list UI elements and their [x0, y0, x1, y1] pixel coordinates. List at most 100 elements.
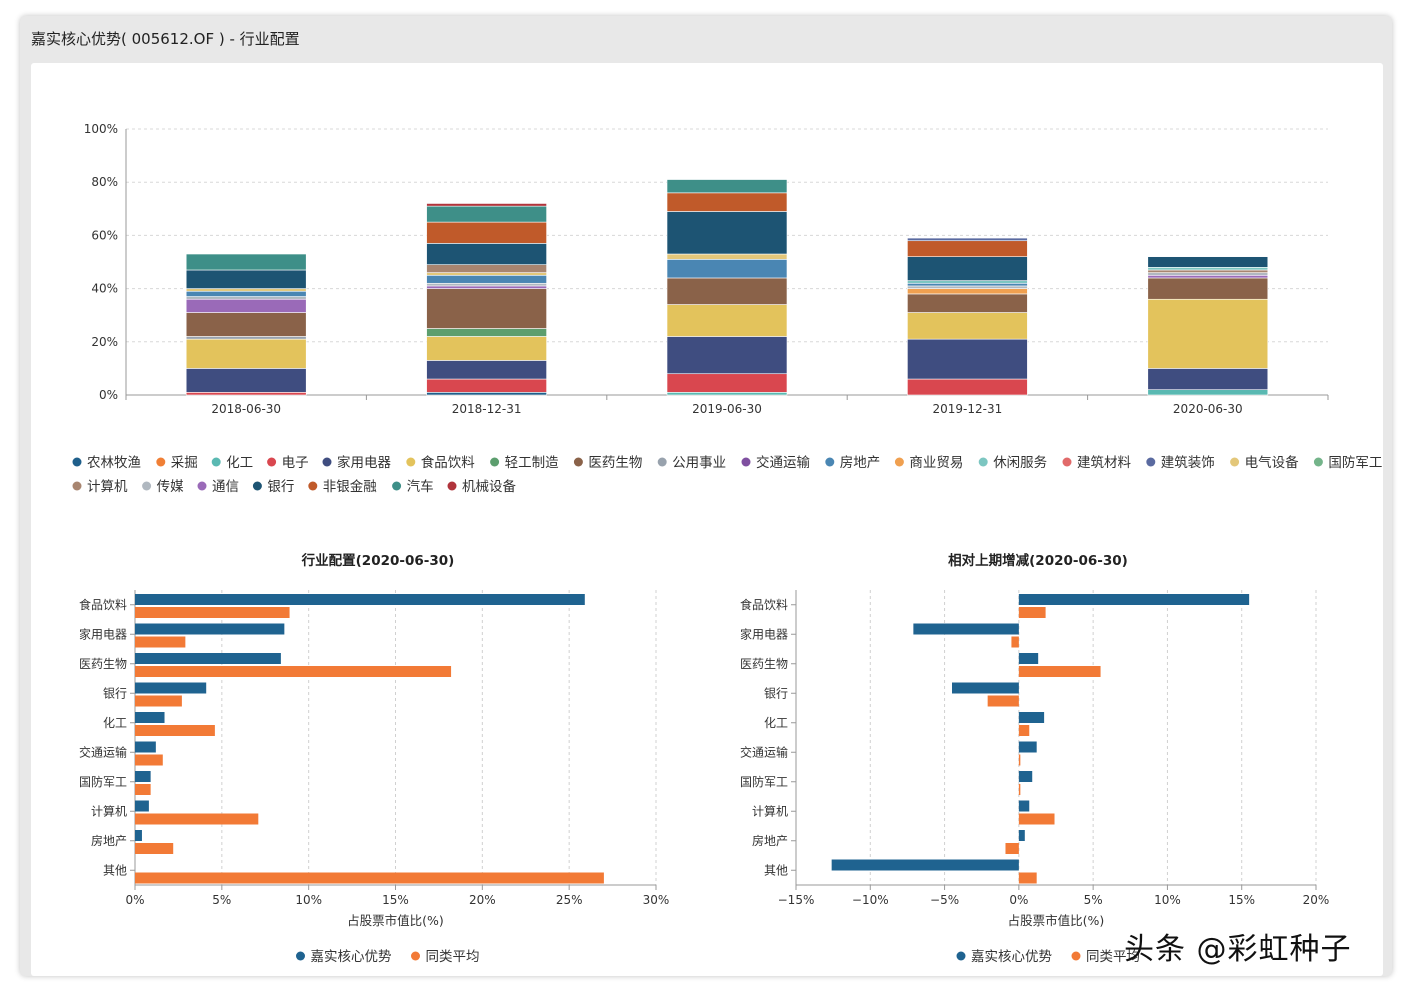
- stacked-bar-segment: [907, 240, 1028, 257]
- hbar-fund: [1018, 800, 1030, 812]
- legend-marker: [956, 951, 966, 961]
- chart-title: 行业配置(2020-06-30): [301, 552, 455, 569]
- stacked-bar-segment: [185, 290, 307, 297]
- y-tick-label: 医药生物: [740, 657, 788, 671]
- stacked-bar-segment: [666, 304, 788, 337]
- x-tick-label: 10%: [295, 893, 322, 907]
- legend-marker: [1071, 951, 1081, 961]
- x-tick-label: 5%: [212, 893, 231, 907]
- stacked-bar-segment: [426, 221, 547, 244]
- x-tick-label: 20%: [469, 893, 496, 907]
- legend-marker: [978, 457, 988, 467]
- hbar-avg: [135, 843, 174, 854]
- stacked-bar-segment: [907, 312, 1028, 340]
- stacked-bar-segment: [666, 253, 788, 260]
- stacked-bar-segment: [1147, 267, 1269, 271]
- hbar-avg: [1018, 872, 1037, 884]
- hbar-fund: [135, 623, 285, 635]
- stacked-bar-segment: [1147, 298, 1269, 369]
- legend-label: 医药生物: [588, 455, 642, 471]
- y-tick-label: 交通运输: [740, 744, 788, 759]
- stacked-bar-segment: [666, 179, 788, 194]
- legend-label: 化工: [226, 455, 253, 471]
- legend-marker: [1313, 457, 1323, 467]
- legend-marker: [72, 481, 82, 491]
- x-tick-label: −15%: [778, 893, 815, 907]
- legend-label: 机械设备: [462, 478, 516, 495]
- x-tick-label: 2019-12-31: [933, 402, 1003, 416]
- legend-label: 传媒: [157, 479, 184, 495]
- hbar-avg: [1018, 725, 1030, 736]
- legend-label: 建筑装饰: [1161, 455, 1215, 471]
- hbar-fund: [1018, 771, 1033, 782]
- hbar-fund: [135, 741, 156, 753]
- legend-marker: [406, 457, 416, 467]
- legend-label: 嘉实核心优势: [971, 949, 1052, 965]
- x-tick-label: −5%: [930, 893, 959, 907]
- hbar-fund: [1018, 594, 1250, 605]
- legend-label: 农林牧渔: [87, 455, 141, 471]
- y-tick-label: 其他: [103, 863, 127, 877]
- stacked-bar-segment: [666, 277, 788, 305]
- stacked-bar-segment: [426, 288, 547, 329]
- hbar-avg: [1018, 754, 1021, 766]
- stacked-bar-segment: [907, 338, 1028, 380]
- x-tick-label: 2018-06-30: [211, 402, 281, 416]
- y-tick-label: 化工: [764, 716, 788, 730]
- y-tick-label: 房地产: [91, 833, 127, 848]
- y-tick-label: 交通运输: [79, 744, 127, 759]
- y-tick-label: 家用电器: [740, 626, 788, 641]
- hbar-avg: [987, 695, 1019, 707]
- stacked-bar-segment: [1147, 274, 1269, 279]
- stacked-bar-segment: [1147, 277, 1269, 300]
- hbar-fund: [831, 859, 1019, 871]
- legend-label: 轻工制造: [505, 455, 559, 471]
- stacked-bar-segment: [426, 264, 547, 273]
- legend-marker: [1062, 457, 1072, 467]
- stacked-bar-segment: [426, 360, 547, 380]
- legend-label: 汽车: [407, 478, 434, 495]
- legend-label: 电子: [282, 455, 309, 471]
- y-tick-label: 国防军工: [740, 774, 788, 789]
- x-tick-label: 20%: [1303, 893, 1330, 907]
- stacked-bar-segment: [1147, 389, 1269, 396]
- stacked-bar-segment: [426, 274, 547, 284]
- hbar-avg: [135, 695, 182, 707]
- legend-marker: [308, 481, 318, 491]
- y-tick-label: 食品饮料: [79, 597, 127, 612]
- legend-marker: [1230, 457, 1240, 467]
- legend-marker: [72, 457, 82, 467]
- y-tick-label: 20%: [91, 335, 118, 349]
- hbar-avg: [135, 813, 259, 825]
- x-tick-label: 15%: [382, 893, 409, 907]
- hbar-avg: [1005, 843, 1019, 854]
- legend-marker: [411, 951, 420, 961]
- legend-marker: [252, 481, 262, 491]
- hbar-avg: [1018, 666, 1101, 677]
- hbar-fund: [135, 800, 149, 812]
- stacked-bar-segment: [185, 392, 307, 396]
- stacked-bar-segment: [185, 253, 307, 271]
- stacked-bar-segment: [426, 392, 547, 396]
- stacked-bar-segment: [666, 259, 788, 279]
- hbar-fund: [135, 682, 207, 694]
- y-tick-label: 0%: [99, 388, 118, 402]
- stacked-bar-segment: [907, 285, 1028, 289]
- stacked-bar-segment: [907, 288, 1028, 295]
- legend-marker: [741, 457, 751, 467]
- x-tick-label: 2020-06-30: [1173, 402, 1243, 416]
- hbar-fund: [135, 594, 585, 605]
- legend-label: 同类平均: [426, 949, 480, 965]
- x-axis-label: 占股票市值比(%): [1008, 913, 1105, 928]
- y-tick-label: 计算机: [752, 803, 788, 818]
- legend-label: 建筑材料: [1077, 455, 1131, 471]
- legend-label: 交通运输: [756, 454, 810, 471]
- stacked-bar-segment: [426, 285, 547, 289]
- hbar-avg: [135, 725, 215, 736]
- hbar-avg: [1011, 636, 1019, 648]
- stacked-bar-segment: [185, 269, 307, 289]
- legend-label: 同类平均: [1086, 949, 1140, 965]
- y-tick-label: 银行: [103, 686, 127, 700]
- legend-label: 电气设备: [1245, 454, 1299, 471]
- stacked-bar-segment: [426, 203, 547, 207]
